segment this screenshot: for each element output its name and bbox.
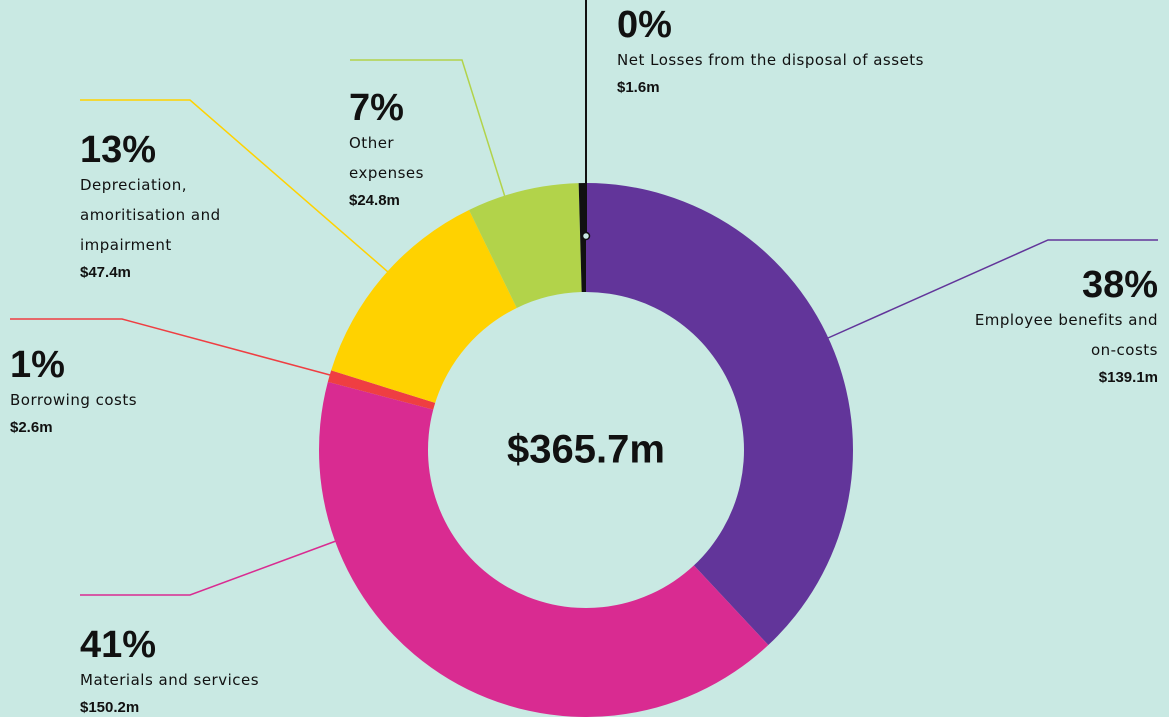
slice	[469, 183, 582, 308]
slice-label: 7% Other expenses $24.8m	[349, 88, 439, 214]
percent-label: 13%	[80, 129, 157, 171]
slice	[327, 370, 436, 410]
value-label: $139.1m	[1098, 369, 1158, 386]
value-label: $24.8m	[349, 192, 400, 209]
value-label: $1.6m	[617, 79, 660, 96]
percent-label: 41%	[80, 624, 157, 666]
slice-label: 38% Employee benefits and on-costs $139.1m	[960, 265, 1158, 391]
category-label: Materials and services	[80, 671, 260, 689]
leader-line	[350, 59, 506, 198]
slice-label: 0% Net Losses from the disposal of assets…	[617, 5, 1037, 101]
slice	[331, 209, 517, 403]
slice-label: 13% Depreciation, amoritisation and impai…	[80, 130, 230, 286]
slice	[586, 183, 853, 646]
leader-line	[80, 540, 337, 596]
percent-label: 1%	[10, 344, 65, 386]
slice	[318, 381, 769, 717]
total-label: $365.7m	[507, 428, 665, 472]
leader-line	[10, 318, 331, 376]
leader-line	[827, 239, 1158, 339]
percent-label: 38%	[1081, 264, 1158, 306]
leader-dot	[581, 231, 591, 241]
value-label: $150.2m	[80, 699, 140, 716]
category-label: Other expenses	[349, 134, 424, 182]
category-label: Net Losses from the disposal of assets	[617, 51, 924, 69]
value-label: $2.6m	[10, 419, 53, 436]
leader-line	[80, 99, 389, 273]
category-label: Borrowing costs	[10, 391, 138, 409]
value-label: $47.4m	[80, 264, 131, 281]
category-label: Employee benefits and on-costs	[974, 311, 1158, 359]
slice-label: 1% Borrowing costs $2.6m	[10, 345, 230, 441]
percent-label: 7%	[349, 87, 404, 129]
slice-label: 41% Materials and services $150.2m	[80, 625, 380, 717]
category-label: Depreciation, amoritisation and impairme…	[80, 176, 221, 254]
percent-label: 0%	[617, 4, 672, 46]
